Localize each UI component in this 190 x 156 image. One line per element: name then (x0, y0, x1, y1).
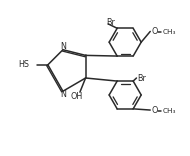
Text: O: O (151, 107, 158, 115)
Text: Br: Br (107, 18, 116, 27)
Text: CH₃: CH₃ (163, 108, 176, 114)
Text: HS: HS (18, 60, 29, 69)
Text: Br: Br (137, 74, 146, 83)
Text: N: N (60, 90, 66, 99)
Text: N: N (60, 42, 66, 51)
Text: OH: OH (70, 92, 82, 101)
Text: CH₃: CH₃ (163, 29, 176, 35)
Text: O: O (151, 27, 158, 36)
